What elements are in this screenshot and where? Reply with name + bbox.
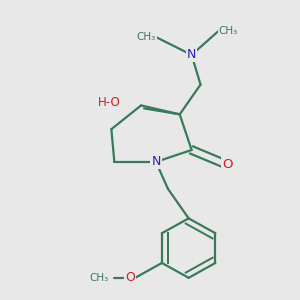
Text: N: N: [187, 48, 196, 62]
Text: CH₃: CH₃: [89, 273, 108, 283]
Text: O: O: [125, 271, 135, 284]
Text: CH₃: CH₃: [137, 32, 156, 42]
Text: N: N: [151, 155, 160, 168]
Text: O: O: [222, 158, 232, 171]
Text: H-O: H-O: [98, 96, 120, 109]
Text: CH₃: CH₃: [218, 26, 238, 36]
